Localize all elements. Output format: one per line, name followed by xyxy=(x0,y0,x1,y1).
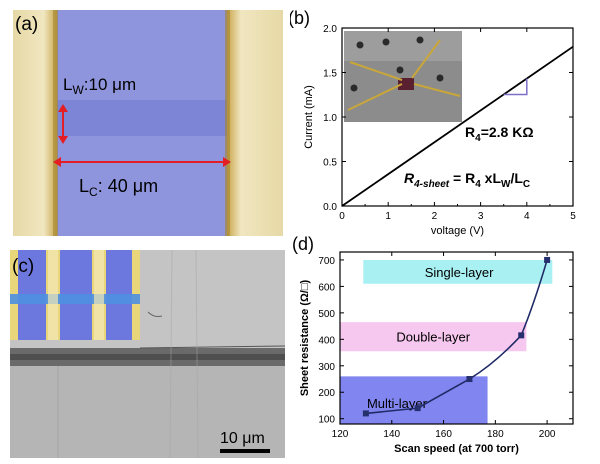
y-tick-label: 1.0 xyxy=(323,113,337,124)
data-point xyxy=(466,376,473,383)
y-tick-label: 600 xyxy=(318,282,335,293)
lc-label: LC: 40 μm xyxy=(79,176,158,199)
panel-d: Single-layer Double-layer Multi-layer 120 14… xyxy=(290,232,600,464)
scale-bar xyxy=(220,449,270,453)
data-point xyxy=(544,256,551,263)
x-axis-label: Scan speed (at 700 torr) xyxy=(394,443,519,455)
lw-label: LW:10 μm xyxy=(63,75,136,97)
x-tick-label: 0 xyxy=(339,211,345,222)
optical-inset xyxy=(10,250,140,340)
region-label: Multi-layer xyxy=(367,396,428,411)
slope-triangle xyxy=(503,78,528,96)
panel-label-d: (d) xyxy=(292,234,314,254)
panel-a: LW:10 μm LC: 40 μm (a) xyxy=(13,10,283,236)
x-tick-label: 160 xyxy=(435,429,452,440)
x-axis-label: voltage (V) xyxy=(431,225,484,237)
y-tick-label: 2.0 xyxy=(323,24,337,35)
x-tick-label: 4 xyxy=(524,211,530,222)
y-tick-label: 300 xyxy=(318,362,335,373)
y-tick-label: 100 xyxy=(318,415,335,426)
y-tick-label: 0.0 xyxy=(323,202,337,213)
plot-frame xyxy=(339,251,574,425)
region-label: Double-layer xyxy=(396,330,470,345)
y-tick-label: 200 xyxy=(318,388,335,399)
sem-image: 10 μm xyxy=(10,250,285,458)
x-tick-label: 3 xyxy=(478,211,484,222)
x-tick-label: 2 xyxy=(432,211,438,222)
panel-label-a: (a) xyxy=(15,14,39,35)
x-tick-label: 5 xyxy=(570,211,576,222)
iv-line xyxy=(341,45,574,207)
y-axis-label: Sheet resistance (Ω/□) xyxy=(299,279,311,396)
panel-c: 10 μm (c) xyxy=(10,250,285,458)
sheet-resistance-chart: Single-layer Double-layer Multi-layer 120 14… xyxy=(299,251,574,455)
x-tick-label: 200 xyxy=(539,429,556,440)
panel-label-b: (b) xyxy=(290,8,310,28)
data-point xyxy=(414,405,421,412)
x-tick-label: 140 xyxy=(383,429,400,440)
region-single-layer xyxy=(363,259,553,284)
iv-chart: 0 1 2 3 4 5 0.0 0.5 1.0 1.5 2.0 voltage (V) Current … xyxy=(303,24,576,237)
data-point xyxy=(362,410,369,417)
x-tick-label: 180 xyxy=(487,429,504,440)
sheet-resistance-formula: R4-sheet = R4 xLW/LC xyxy=(404,170,530,190)
y-tick-label: 400 xyxy=(318,335,335,346)
data-point xyxy=(518,332,525,339)
x-tick-label: 120 xyxy=(332,429,349,440)
y-tick-label: 0.5 xyxy=(323,158,337,169)
scale-bar-label: 10 μm xyxy=(220,430,265,447)
region-label: Single-layer xyxy=(425,265,494,280)
y-tick-label: 1.5 xyxy=(323,69,337,80)
x-tick-label: 1 xyxy=(385,211,391,222)
stitched-region xyxy=(57,100,227,136)
y-tick-label: 700 xyxy=(318,256,335,267)
region-double-layer xyxy=(340,322,527,352)
panel-label-c: (c) xyxy=(12,256,35,277)
electrode-right xyxy=(227,10,283,236)
y-tick-label: 500 xyxy=(318,309,335,320)
optical-image: LW:10 μm LC: 40 μm xyxy=(13,10,283,236)
electrode-left xyxy=(13,10,57,236)
probe-station-inset xyxy=(344,31,462,122)
y-axis-label: Current (mA) xyxy=(303,85,315,149)
panel-b: 0 1 2 3 4 5 0.0 0.5 1.0 1.5 2.0 voltage (V) Current … xyxy=(290,0,600,240)
r4-annotation: R4=2.8 KΩ xyxy=(465,124,534,144)
